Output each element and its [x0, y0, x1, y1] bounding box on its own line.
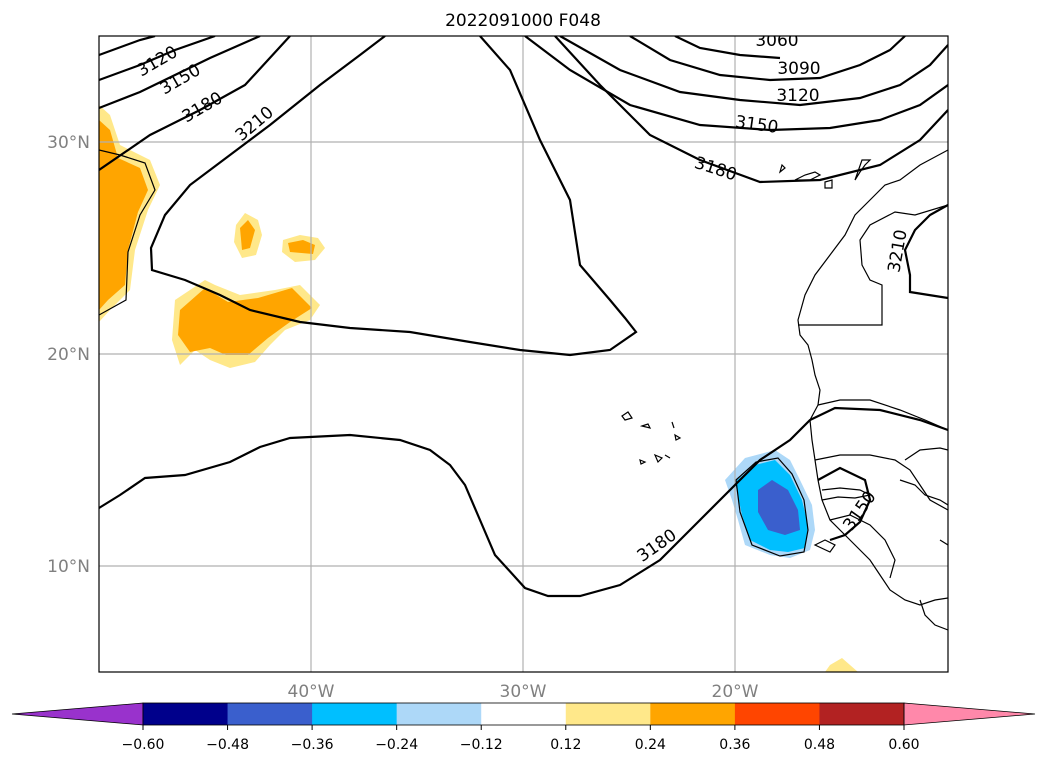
gridlines	[99, 36, 948, 672]
colorbar-segment	[143, 703, 229, 725]
colorbar-segment	[650, 703, 736, 725]
colorbar-segment	[734, 703, 820, 725]
figure-title: 2022091000 F048	[445, 11, 601, 31]
colorbar-tick-label: 0.12	[550, 737, 581, 753]
contour-label: 3090	[777, 59, 820, 79]
colorbar-segment	[819, 703, 905, 725]
map-plot-area: 3120 3150 3180 3210 3060 3090 3120 3150 …	[99, 31, 948, 672]
colorbar-tick-label: −0.48	[206, 737, 249, 753]
height-contours	[99, 36, 948, 598]
colorbar-tick-label: −0.12	[460, 737, 503, 753]
colorbar-extend-low	[11, 702, 144, 726]
colorbar-tick-label: 0.36	[719, 737, 750, 753]
colorbar-segment	[481, 703, 567, 725]
negative-anomaly-senegal	[725, 450, 815, 558]
coastlines	[621, 149, 948, 631]
colorbar-segment	[227, 703, 313, 725]
colorbar-segment	[565, 703, 651, 725]
colorbar-frame	[142, 702, 905, 726]
colorbar-tick-label: 0.24	[635, 737, 666, 753]
colorbar-tick-label: −0.36	[291, 737, 334, 753]
lon-label-20w: 20°W	[712, 682, 759, 702]
lon-label-40w: 40°W	[288, 682, 335, 702]
colorbar-tick-label: 0.60	[888, 737, 919, 753]
lat-label-10n: 10°N	[47, 557, 90, 577]
contour-label: 3060	[755, 31, 798, 51]
colorbar-segment	[396, 703, 482, 725]
colorbar-tick-label: −0.24	[375, 737, 418, 753]
colorbar: −0.60 −0.48 −0.36 −0.24 −0.12 0.12 0.24 0.36 0.4…	[11, 702, 1036, 753]
contour-label: 3120	[776, 86, 819, 106]
lon-label-30w: 30°W	[500, 682, 547, 702]
plot-frame	[98, 35, 949, 673]
colorbar-tick-label: −0.60	[122, 737, 165, 753]
colorbar-extend-high	[903, 702, 1036, 726]
lat-label-30n: 30°N	[47, 133, 90, 153]
colorbar-tick-label: 0.48	[804, 737, 835, 753]
positive-anomaly-center	[172, 213, 858, 672]
colorbar-segment	[312, 703, 398, 725]
lat-label-20n: 20°N	[47, 345, 90, 365]
